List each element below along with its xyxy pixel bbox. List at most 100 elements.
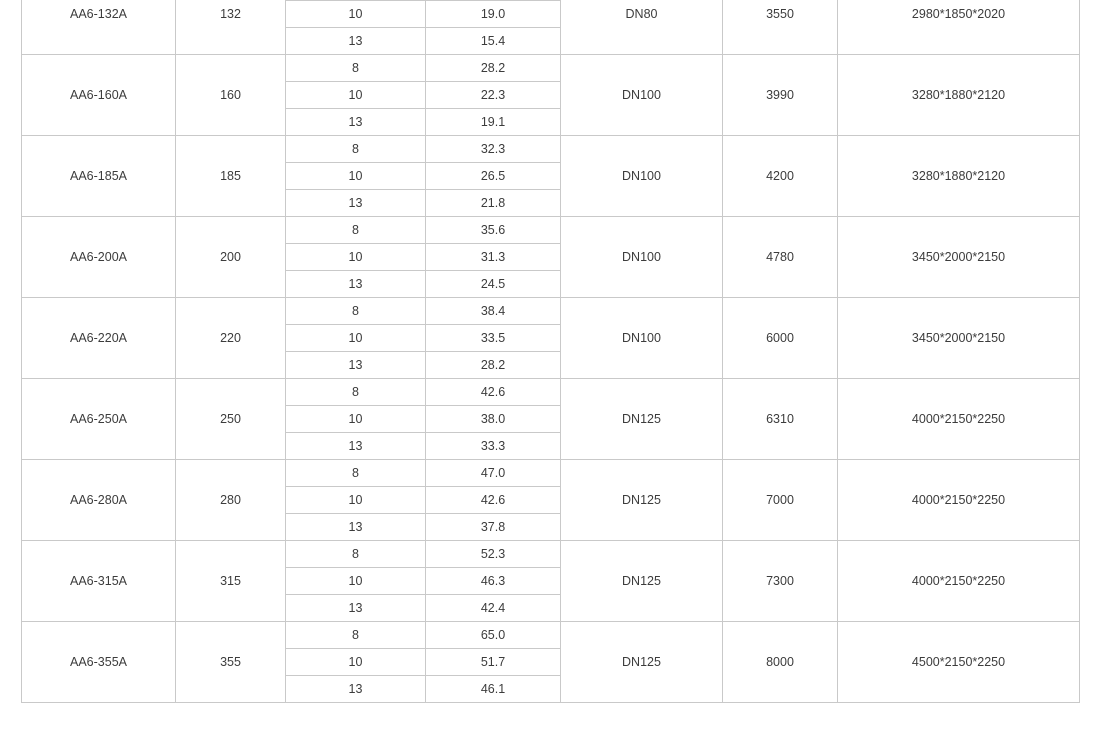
- cell-dimension: 4500*2150*2250: [837, 621, 1080, 703]
- table-row: 13 15.4: [22, 27, 1080, 55]
- cell-capacity: 46.1: [425, 675, 561, 703]
- cell-outlet: DN100: [560, 297, 723, 379]
- cell-capacity: 65.0: [425, 621, 561, 649]
- cell-dimension: 3280*1880*2120: [837, 54, 1080, 136]
- cell-capacity: 32.3: [425, 135, 561, 163]
- cell-power: 200: [175, 216, 286, 298]
- cell-outlet: DN125: [560, 621, 723, 703]
- cell-outlet: DN100: [560, 216, 723, 298]
- cell-power: 355: [175, 621, 286, 703]
- cell-capacity: 42.6: [425, 486, 561, 514]
- cell-pressure: 8: [285, 378, 426, 406]
- cell-outlet: DN100: [560, 54, 723, 136]
- cell-power: 132: [175, 0, 286, 55]
- cell-weight: 3990: [722, 54, 838, 136]
- table-row: 10 38.0: [22, 405, 1080, 433]
- cell-weight: 8000: [722, 621, 838, 703]
- compressor-spec-table: AA6-132A132823.2DN8035502980*1850*202010…: [21, 0, 1080, 703]
- table-row: 13 19.1: [22, 108, 1080, 136]
- table-row: AA6-200A 200 8 35.6 DN100 4780 3450*2000*2150: [21, 216, 1080, 298]
- cell-capacity: 37.8: [425, 513, 561, 541]
- table-row: 10 33.5: [22, 324, 1080, 352]
- cell-pressure: 13: [285, 270, 426, 298]
- cell-power: 185: [175, 135, 286, 217]
- table-row: 10 42.6: [22, 486, 1080, 514]
- cell-pressure: 8: [285, 621, 426, 649]
- cell-capacity: 51.7: [425, 648, 561, 676]
- spec-table-container: AA6-132A132823.2DN8035502980*1850*202010…: [21, 0, 1080, 703]
- cell-outlet: DN80: [560, 0, 723, 55]
- cell-pressure: 10: [285, 162, 426, 190]
- cell-capacity: 35.6: [425, 216, 561, 244]
- table-row: 10 22.3: [22, 81, 1080, 109]
- cell-capacity: 33.3: [425, 432, 561, 460]
- table-row: 10 51.7: [22, 648, 1080, 676]
- cell-model: AA6-355A: [21, 621, 176, 703]
- table-row: AA6-220A 220 8 38.4 DN100 6000 3450*2000*2150: [21, 297, 1080, 379]
- cell-capacity: 19.0: [425, 0, 561, 28]
- cell-pressure: 10: [285, 0, 426, 28]
- cell-capacity: 38.4: [425, 297, 561, 325]
- cell-pressure: 13: [285, 351, 426, 379]
- cell-outlet: DN100: [560, 135, 723, 217]
- cell-power: 250: [175, 378, 286, 460]
- table-row: 13 37.8: [22, 513, 1080, 541]
- table-row: 13 42.4: [22, 594, 1080, 622]
- table-row: AA6-185A 185 8 32.3 DN100 4200 3280*1880*2120: [21, 135, 1080, 217]
- cell-pressure: 8: [285, 135, 426, 163]
- cell-pressure: 10: [285, 486, 426, 514]
- cell-pressure: 10: [285, 81, 426, 109]
- cell-model: AA6-132A: [21, 0, 176, 55]
- cell-model: AA6-185A: [21, 135, 176, 217]
- cell-capacity: 52.3: [425, 540, 561, 568]
- cell-pressure: 8: [285, 459, 426, 487]
- cell-dimension: 3280*1880*2120: [837, 135, 1080, 217]
- cell-capacity: 47.0: [425, 459, 561, 487]
- cell-weight: 4780: [722, 216, 838, 298]
- cell-weight: 7000: [722, 459, 838, 541]
- cell-dimension: 2980*1850*2020: [837, 0, 1080, 55]
- table-row: 10 31.3: [22, 243, 1080, 271]
- cell-weight: 4200: [722, 135, 838, 217]
- table-row: 13 33.3: [22, 432, 1080, 460]
- cell-dimension: 4000*2150*2250: [837, 540, 1080, 622]
- table-row: AA6-280A 280 8 47.0 DN125 7000 4000*2150*2250: [21, 459, 1080, 541]
- cell-pressure: 13: [285, 108, 426, 136]
- cell-capacity: 24.5: [425, 270, 561, 298]
- table-row: AA6-355A 355 8 65.0 DN125 8000 4500*2150*2250: [21, 621, 1080, 703]
- cell-model: AA6-250A: [21, 378, 176, 460]
- cell-pressure: 10: [285, 567, 426, 595]
- cell-dimension: 3450*2000*2150: [837, 297, 1080, 379]
- table-row: AA6-160A 160 8 28.2 DN100 3990 3280*1880*2120: [21, 54, 1080, 136]
- cell-dimension: 4000*2150*2250: [837, 378, 1080, 460]
- cell-dimension: 3450*2000*2150: [837, 216, 1080, 298]
- cell-capacity: 31.3: [425, 243, 561, 271]
- cell-dimension: 4000*2150*2250: [837, 459, 1080, 541]
- table-row: 13 46.1: [22, 675, 1080, 703]
- cell-outlet: DN125: [560, 378, 723, 460]
- cell-capacity: 22.3: [425, 81, 561, 109]
- cell-capacity: 21.8: [425, 189, 561, 217]
- cell-pressure: 8: [285, 216, 426, 244]
- cell-pressure: 8: [285, 540, 426, 568]
- cell-model: AA6-315A: [21, 540, 176, 622]
- cell-capacity: 42.4: [425, 594, 561, 622]
- table-row: 10 26.5: [22, 162, 1080, 190]
- cell-pressure: 8: [285, 297, 426, 325]
- spec-table-body: AA6-132A132823.2DN8035502980*1850*202010…: [21, 0, 1080, 703]
- cell-pressure: 13: [285, 432, 426, 460]
- table-row: AA6-315A 315 8 52.3 DN125 7300 4000*2150*2250: [21, 540, 1080, 622]
- table-row: 13 28.2: [22, 351, 1080, 379]
- cell-power: 220: [175, 297, 286, 379]
- cell-capacity: 33.5: [425, 324, 561, 352]
- cell-pressure: 10: [285, 648, 426, 676]
- table-row: 13 24.5: [22, 270, 1080, 298]
- cell-pressure: 10: [285, 243, 426, 271]
- cell-model: AA6-280A: [21, 459, 176, 541]
- cell-model: AA6-160A: [21, 54, 176, 136]
- table-row: 13 21.8: [22, 189, 1080, 217]
- cell-capacity: 28.2: [425, 54, 561, 82]
- cell-power: 280: [175, 459, 286, 541]
- cell-weight: 6310: [722, 378, 838, 460]
- cell-capacity: 42.6: [425, 378, 561, 406]
